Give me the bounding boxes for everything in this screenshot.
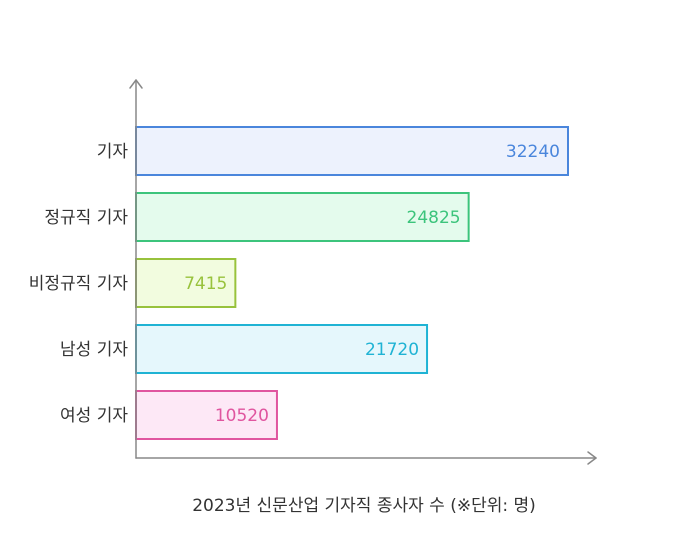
bar-value-label-2: 24825 [407,208,461,228]
category-label-1: 기자 [97,142,129,162]
bar-3 [135,258,237,308]
bar-value-label-1: 32240 [506,142,560,162]
category-label-4: 남성 기자 [60,340,128,360]
x-axis-arrow-icon [587,451,597,465]
axes-layer [129,79,597,465]
bar-4 [135,324,429,374]
bar-5 [135,390,278,440]
bar-1 [135,126,569,176]
category-label-2: 정규직 기자 [44,208,128,228]
bar-value-label-5: 10520 [215,406,269,426]
y-axis-arrow-icon [129,79,143,89]
bar-value-label-4: 21720 [365,340,419,360]
category-label-5: 여성 기자 [60,406,128,426]
bar-2 [135,192,470,242]
bars-layer: 32240 기자 24825 정규직 기자 7415 비정규직 기자 21720 남성 기자 1… [29,126,569,440]
bar-value-label-3: 7415 [184,274,227,294]
x-axis-title: 2023년 신문산업 기자직 종사자 수 (※단위: 명) [192,496,536,516]
category-label-3: 비정규직 기자 [29,274,129,294]
